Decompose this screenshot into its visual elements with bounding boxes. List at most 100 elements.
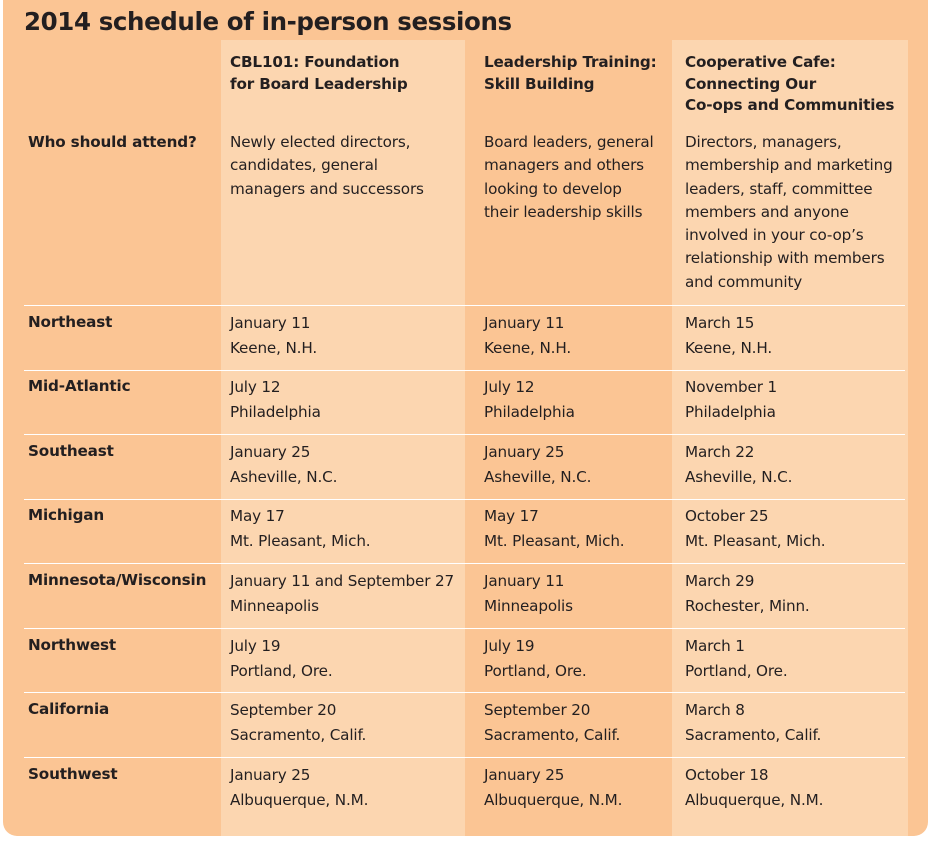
row-divider <box>24 692 905 693</box>
session-cell: May 17 Mt. Pleasant, Mich. <box>230 504 371 554</box>
session-place: Albuquerque, N.M. <box>230 791 369 809</box>
session-date: July 12 <box>484 378 535 396</box>
audience-line: candidates, general <box>230 156 378 175</box>
audience-line: managers and successors <box>230 179 424 198</box>
header-line: Connecting Our <box>685 74 817 93</box>
audience-line: managers and others <box>484 156 644 175</box>
session-date: January 25 <box>484 766 565 784</box>
session-cell: October 18 Albuquerque, N.M. <box>685 763 823 813</box>
session-place: Mt. Pleasant, Mich. <box>685 532 826 550</box>
row-label-minnesota-wisconsin: Minnesota/Wisconsin <box>28 571 207 589</box>
row-label-southwest: Southwest <box>28 765 118 783</box>
session-cell: September 20 Sacramento, Calif. <box>230 698 366 748</box>
session-place: Philadelphia <box>230 403 321 421</box>
audience-line: looking to develop <box>484 179 622 198</box>
audience-line: and community <box>685 272 803 291</box>
session-date: July 19 <box>484 637 535 655</box>
session-cell: January 25 Asheville, N.C. <box>484 440 591 490</box>
session-place: Keene, N.H. <box>484 339 572 357</box>
row-label-northeast: Northeast <box>28 313 113 331</box>
session-cell: January 11 Keene, N.H. <box>484 311 571 361</box>
session-cell: January 11 and September 27 Minneapolis <box>230 569 454 619</box>
session-cell: November 1 Philadelphia <box>685 375 777 425</box>
session-date: September 20 <box>484 701 591 719</box>
session-date: January 25 <box>230 766 311 784</box>
session-place: Portland, Ore. <box>230 662 333 680</box>
session-date: September 20 <box>230 701 337 719</box>
session-place: Portland, Ore. <box>484 662 587 680</box>
session-place: Keene, N.H. <box>230 339 318 357</box>
row-divider <box>24 757 905 758</box>
session-cell: January 11 Keene, N.H. <box>230 311 317 361</box>
session-place: Asheville, N.C. <box>484 468 592 486</box>
session-date: July 12 <box>230 378 281 396</box>
session-place: Portland, Ore. <box>685 662 788 680</box>
session-place: Asheville, N.C. <box>685 468 793 486</box>
session-date: March 15 <box>685 314 755 332</box>
row-divider <box>24 499 905 500</box>
header-line: Co-ops and Communities <box>685 96 895 114</box>
session-date: May 17 <box>484 507 539 525</box>
session-place: Keene, N.H. <box>685 339 773 357</box>
audience-line: leaders, staff, committee <box>685 179 873 198</box>
header-line: CBL101: Foundation <box>230 53 400 71</box>
schedule-panel <box>3 0 928 836</box>
session-date: November 1 <box>685 378 777 396</box>
session-place: Mt. Pleasant, Mich. <box>484 532 625 550</box>
column-shade-cbl101 <box>221 40 465 836</box>
audience-cell-cbl101: Newly elected directors, candidates, gen… <box>230 131 424 201</box>
row-label-who-should-attend: Who should attend? <box>28 133 197 151</box>
session-place: Philadelphia <box>484 403 575 421</box>
session-date: July 19 <box>230 637 281 655</box>
session-date: January 11 <box>230 314 311 332</box>
audience-line: involved in your co-op’s <box>685 226 864 245</box>
audience-line: Newly elected directors, <box>230 133 411 151</box>
session-date: January 11 <box>484 572 565 590</box>
session-cell: March 8 Sacramento, Calif. <box>685 698 821 748</box>
row-divider <box>24 305 905 306</box>
audience-cell-cooperative-cafe: Directors, managers, membership and mark… <box>685 131 893 294</box>
session-place: Mt. Pleasant, Mich. <box>230 532 371 550</box>
session-place: Philadelphia <box>685 403 776 421</box>
session-date: October 25 <box>685 507 769 525</box>
column-shade-cooperative-cafe <box>672 40 908 836</box>
session-place: Minneapolis <box>230 597 319 615</box>
header-line: Skill Building <box>484 74 595 93</box>
session-place: Minneapolis <box>484 597 573 615</box>
session-cell: March 29 Rochester, Minn. <box>685 569 810 619</box>
session-place: Sacramento, Calif. <box>230 726 367 744</box>
audience-line: their leadership skills <box>484 202 643 221</box>
session-date: January 25 <box>484 443 565 461</box>
row-label-california: California <box>28 700 110 718</box>
session-date: March 1 <box>685 637 745 655</box>
audience-line: membership and marketing <box>685 156 893 175</box>
header-line: Cooperative Cafe: <box>685 53 836 71</box>
session-place: Sacramento, Calif. <box>685 726 822 744</box>
session-cell: July 12 Philadelphia <box>484 375 575 425</box>
row-label-mid-atlantic: Mid-Atlantic <box>28 377 131 395</box>
session-cell: May 17 Mt. Pleasant, Mich. <box>484 504 625 554</box>
row-divider <box>24 628 905 629</box>
session-cell: July 19 Portland, Ore. <box>484 634 587 684</box>
audience-cell-leadership-training: Board leaders, general managers and othe… <box>484 131 654 224</box>
header-line: Leadership Training: <box>484 53 657 71</box>
audience-line: Board leaders, general <box>484 133 654 151</box>
session-cell: March 1 Portland, Ore. <box>685 634 788 684</box>
row-label-southeast: Southeast <box>28 442 114 460</box>
session-cell: September 20 Sacramento, Calif. <box>484 698 620 748</box>
session-date: January 11 and September 27 <box>230 572 455 590</box>
row-divider <box>24 434 905 435</box>
session-place: Asheville, N.C. <box>230 468 338 486</box>
column-header-leadership-training: Leadership Training: Skill Building <box>484 52 657 95</box>
row-divider <box>24 563 905 564</box>
session-cell: October 25 Mt. Pleasant, Mich. <box>685 504 826 554</box>
row-label-northwest: Northwest <box>28 636 116 654</box>
session-cell: January 25 Albuquerque, N.M. <box>230 763 368 813</box>
session-date: March 8 <box>685 701 745 719</box>
session-cell: July 12 Philadelphia <box>230 375 321 425</box>
row-label-michigan: Michigan <box>28 506 105 524</box>
session-date: October 18 <box>685 766 769 784</box>
session-date: March 29 <box>685 572 755 590</box>
audience-line: Directors, managers, <box>685 133 842 151</box>
session-place: Rochester, Minn. <box>685 597 810 615</box>
